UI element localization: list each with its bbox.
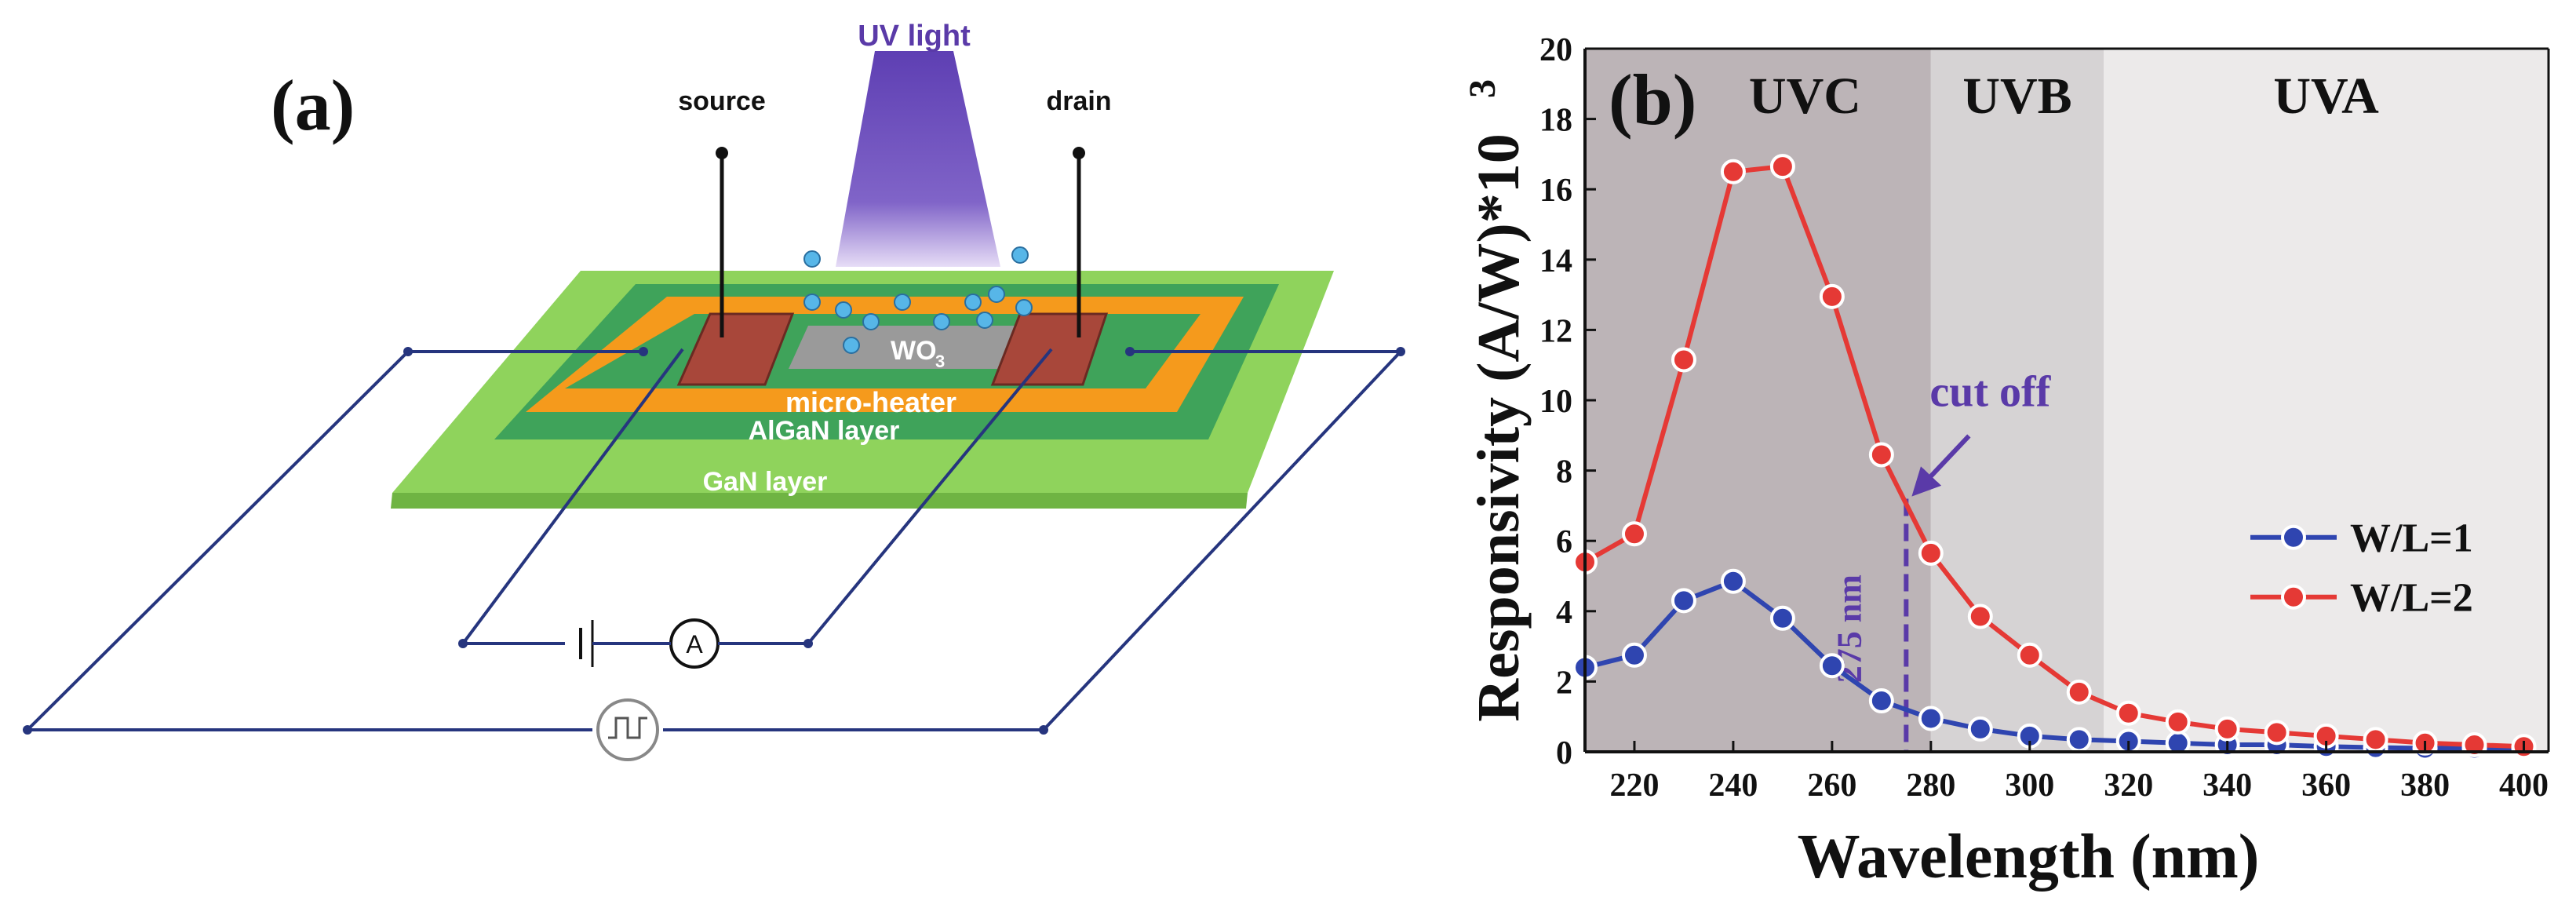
data-point-series-2 xyxy=(1769,154,1795,180)
y-tick-label: 6 xyxy=(1556,524,1572,560)
y-tick-label: 12 xyxy=(1539,313,1572,349)
y-tick-label: 14 xyxy=(1539,243,1572,279)
cutoff-label: cut off xyxy=(1929,367,2051,416)
data-point-series-1 xyxy=(1868,688,1894,714)
data-point-series-1 xyxy=(2066,727,2092,753)
data-point-series-2 xyxy=(1621,521,1647,547)
cutoff-arrow xyxy=(1911,434,1971,497)
y-tick-label: 20 xyxy=(1539,32,1572,68)
gan-layer-edge xyxy=(391,493,1248,509)
data-point-series-2 xyxy=(2115,700,2141,726)
uv-light-label: UV light xyxy=(858,20,971,53)
drain-probe-tip xyxy=(1073,147,1085,159)
x-axis-label: Wavelength (nm) xyxy=(1798,822,2260,892)
ammeter-label: A xyxy=(686,630,703,658)
y-axis-label: Responsivity (A/W)*10 xyxy=(1466,133,1532,721)
x-tick-label: 340 xyxy=(2203,768,2252,804)
x-tick-label: 320 xyxy=(2104,768,2153,804)
x-tick-label: 300 xyxy=(2005,768,2054,804)
y-axis-label-group: Responsivity (A/W)*10 3 xyxy=(1462,79,1532,722)
data-point-series-1 xyxy=(1967,716,1993,742)
device-schematic: (a) UV light source drain xyxy=(23,20,1405,761)
micro-heater-label: micro-heater xyxy=(785,386,956,418)
region-uvb xyxy=(1930,49,2104,752)
legend-marker-1 xyxy=(2281,524,2306,550)
region-label-uvb: UVB xyxy=(1962,67,2071,125)
data-point-series-2 xyxy=(2214,716,2240,742)
data-point-series-1 xyxy=(1918,706,1944,731)
y-tick-label: 8 xyxy=(1556,454,1572,490)
chart-tick-labels: 220 240 260 280 300 320 340 360 380 400 0 2 4 6 8 10 12 1… xyxy=(1539,32,2549,804)
x-tick-label: 240 xyxy=(1708,768,1758,804)
legend-label-2: W/L=2 xyxy=(2350,576,2473,621)
x-tick-label: 280 xyxy=(1906,768,1955,804)
y-tick-label: 18 xyxy=(1539,103,1572,139)
oxygen-ions xyxy=(803,246,1033,354)
data-point-series-1 xyxy=(1819,653,1845,679)
battery-icon xyxy=(579,620,594,667)
gan-layer-label: GaN layer xyxy=(703,467,828,497)
data-point-series-2 xyxy=(2066,679,2092,705)
panel-a-label: (a) xyxy=(271,65,355,145)
region-label-uvc: UVC xyxy=(1749,67,1861,125)
y-tick-label: 2 xyxy=(1556,665,1572,701)
data-point-series-2 xyxy=(1918,540,1944,566)
drain-label: drain xyxy=(1046,86,1111,116)
legend-label-1: W/L=1 xyxy=(2350,516,2473,561)
region-uvc xyxy=(1585,49,1931,752)
region-uva xyxy=(2104,49,2549,752)
data-point-series-2 xyxy=(1671,347,1696,373)
x-tick-label: 220 xyxy=(1609,768,1659,804)
wo3-label: WO xyxy=(891,336,937,366)
legend-marker-2 xyxy=(2281,584,2306,610)
source-probe-tip xyxy=(716,147,728,159)
x-tick-label: 260 xyxy=(1807,768,1856,804)
uv-regions: UVC UVB UVA xyxy=(1585,49,2549,752)
data-point-series-1 xyxy=(1621,642,1647,668)
x-tick-label: 380 xyxy=(2400,768,2450,804)
chart-axes xyxy=(1583,47,2550,753)
uv-light-beam xyxy=(836,51,1000,267)
data-point-series-1 xyxy=(1671,588,1696,614)
data-point-series-2 xyxy=(2363,727,2388,753)
wo3-film xyxy=(789,326,1020,369)
data-point-series-2 xyxy=(2264,720,2290,746)
data-point-series-2 xyxy=(1868,442,1894,468)
y-tick-label: 4 xyxy=(1556,595,1572,631)
panel-b-label: (b) xyxy=(1609,60,1696,140)
data-point-series-2 xyxy=(2165,709,2191,735)
circuit-nodes xyxy=(23,347,1405,735)
source-label: source xyxy=(678,86,766,116)
source-electrode xyxy=(676,312,795,386)
x-tick-label: 400 xyxy=(2499,768,2549,804)
data-point-series-2 xyxy=(2017,642,2042,668)
algan-layer-label: AlGaN layer xyxy=(749,416,900,446)
y-tick-label: 0 xyxy=(1556,735,1572,771)
y-tick-label: 10 xyxy=(1539,384,1572,420)
y-axis-label-exponent: 3 xyxy=(1462,79,1503,98)
y-tick-label: 16 xyxy=(1539,173,1572,209)
wo3-subscript: 3 xyxy=(935,352,945,371)
data-point-series-2 xyxy=(1720,159,1746,184)
data-point-series-2 xyxy=(1819,283,1845,309)
region-label-uva: UVA xyxy=(2273,67,2379,125)
data-point-series-2 xyxy=(1967,604,1993,629)
chart-legend: W/L=1 W/L=2 xyxy=(2250,516,2473,621)
x-tick-label: 360 xyxy=(2301,768,2351,804)
pulse-waveform-icon xyxy=(608,717,647,739)
data-point-series-1 xyxy=(1769,605,1795,631)
data-point-series-1 xyxy=(1720,568,1746,594)
